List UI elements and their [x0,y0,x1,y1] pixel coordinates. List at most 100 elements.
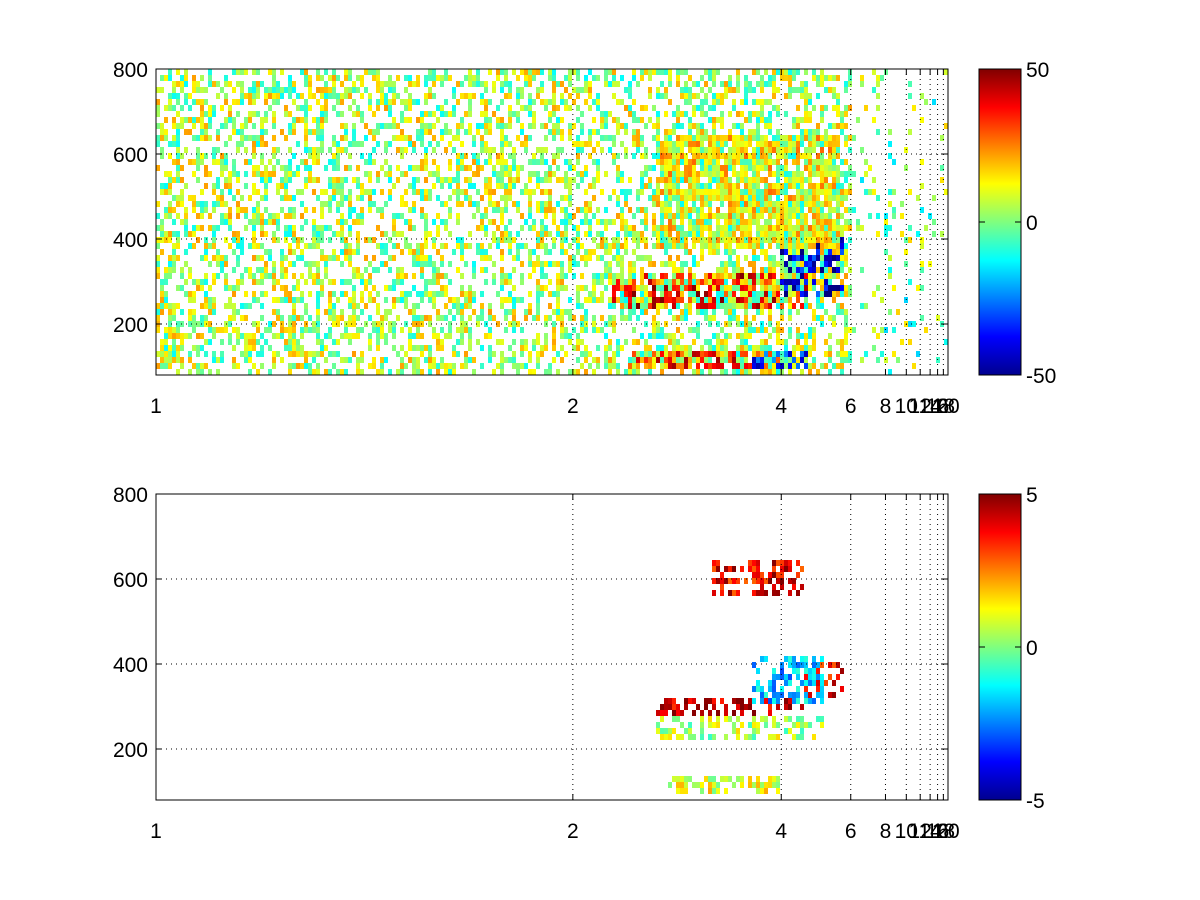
heatmap-cell [588,225,592,231]
heatmap-cell [664,177,668,183]
heatmap-cell [480,111,484,117]
heatmap-cell [652,231,656,237]
heatmap-cell [552,81,556,87]
heatmap-cell [456,135,460,141]
heatmap-cell [488,123,492,129]
heatmap-cell [248,351,252,357]
heatmap-cell [500,267,504,273]
heatmap-cell [660,327,664,333]
heatmap-cell [496,75,500,81]
heatmap-cell [664,69,668,75]
heatmap-cell [776,201,780,207]
heatmap-cell [420,213,424,219]
heatmap-cell [764,369,768,375]
heatmap-cell [700,309,704,315]
heatmap-cell [780,315,784,321]
heatmap-cell [356,369,360,375]
heatmap-cell [664,129,668,135]
heatmap-cell [688,327,692,333]
heatmap-cell [760,225,764,231]
heatmap-cell [536,357,540,363]
heatmap-cell [656,225,660,231]
heatmap-cell [404,303,408,309]
heatmap-cell [472,291,476,297]
heatmap-cell [700,255,704,261]
heatmap-cell [196,117,200,123]
heatmap-cell [160,363,164,369]
heatmap-cell [232,357,236,363]
heatmap-cell [228,333,232,339]
heatmap-cell [860,177,864,183]
heatmap-cell [824,267,828,273]
heatmap-cell [816,135,820,141]
heatmap-cell [772,93,776,99]
heatmap-cell [708,177,712,183]
heatmap-cell [772,207,776,213]
x-tick-label: 18 [932,395,955,418]
heatmap-cell [528,93,532,99]
heatmap-cell [680,243,684,249]
heatmap-cell [856,219,860,225]
heatmap-cell [336,183,340,189]
heatmap-cell [500,231,504,237]
heatmap-cell [796,231,800,237]
heatmap-cell [620,267,624,273]
heatmap-cell [424,81,428,87]
heatmap-cell [516,249,520,255]
heatmap-cell [268,87,272,93]
heatmap-cell [408,99,412,105]
heatmap-cell [212,279,216,285]
heatmap-cell [468,93,472,99]
heatmap-cell [884,225,888,231]
heatmap-cell [816,243,820,249]
heatmap-cell [688,213,692,219]
heatmap-cell [660,81,664,87]
heatmap-cell [216,195,220,201]
heatmap-cell [208,285,212,291]
heatmap-cell [556,285,560,291]
heatmap-cell [316,339,320,345]
heatmap-cell [488,69,492,75]
heatmap-cell [200,201,204,207]
heatmap-cell [160,279,164,285]
heatmap-cell [768,315,772,321]
heatmap-cell [280,357,284,363]
heatmap-cell [720,213,724,219]
heatmap-cell [768,129,772,135]
heatmap-cell [172,243,176,249]
heatmap-cell [748,213,752,219]
heatmap-cell [832,189,836,195]
heatmap-cell [828,165,832,171]
heatmap-cell [792,135,796,141]
heatmap-cell [844,339,848,345]
heatmap-cell [180,267,184,273]
heatmap-cell [688,159,692,165]
heatmap-cell [692,231,696,237]
heatmap-cell [708,147,712,153]
heatmap-cell [632,69,636,75]
heatmap-cell [612,189,616,195]
heatmap-cell [756,231,760,237]
heatmap-cell [696,704,700,710]
heatmap-cell [480,135,484,141]
heatmap-cell [828,285,832,291]
heatmap-cell [708,369,712,375]
heatmap-cell [728,273,732,279]
heatmap-cell [768,171,772,177]
heatmap-cell [688,249,692,255]
heatmap-cell [340,225,344,231]
heatmap-cell [736,255,740,261]
heatmap-cell [712,129,716,135]
heatmap-cell [264,111,268,117]
heatmap-cell [584,345,588,351]
heatmap-cell [404,273,408,279]
heatmap-cell [708,734,712,740]
heatmap-cell [680,363,684,369]
heatmap-cell [740,231,744,237]
heatmap-cell [508,189,512,195]
heatmap-cell [552,291,556,297]
heatmap-cell [456,129,460,135]
heatmap-cell [612,303,616,309]
heatmap-cell [308,129,312,135]
heatmap-cell [660,207,664,213]
